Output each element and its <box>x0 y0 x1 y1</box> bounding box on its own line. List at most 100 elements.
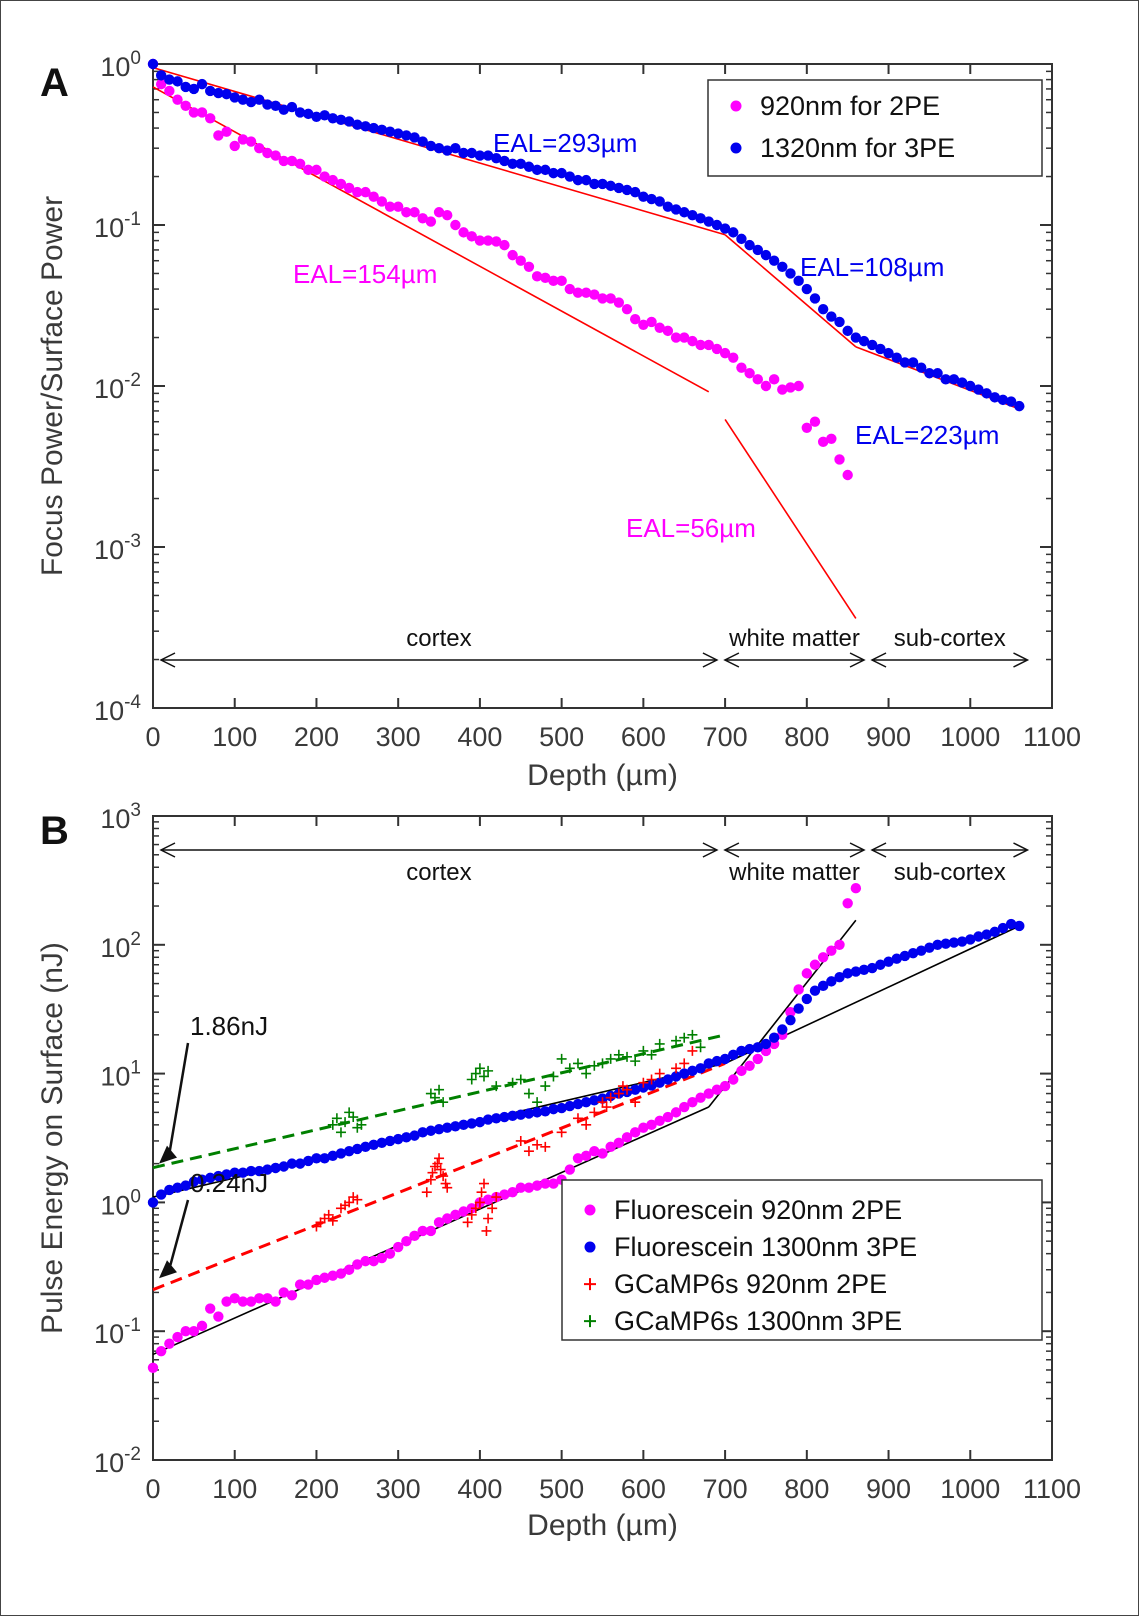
data-point <box>481 1225 492 1236</box>
data-point <box>605 1141 616 1153</box>
data-point <box>478 1178 489 1189</box>
data-point <box>254 94 265 105</box>
data-point <box>213 1311 224 1322</box>
data-point <box>335 1127 346 1138</box>
data-point <box>564 1164 576 1175</box>
data-point <box>507 249 518 261</box>
data-point <box>278 1287 289 1298</box>
data-point <box>662 1111 674 1123</box>
legend-box <box>561 1179 1043 1341</box>
data-point <box>540 1081 551 1092</box>
data-point <box>654 1068 665 1079</box>
region-arrowhead <box>870 842 887 858</box>
data-point <box>425 1174 436 1185</box>
x-tick-label: 700 <box>703 722 748 752</box>
data-point <box>956 377 968 388</box>
data-point <box>548 167 559 179</box>
data-point <box>556 167 567 179</box>
data-point <box>711 219 723 231</box>
data-point <box>687 210 698 221</box>
legend-marker <box>584 1204 596 1216</box>
data-point <box>319 1153 330 1164</box>
data-point <box>801 968 813 979</box>
data-point <box>670 1071 682 1082</box>
fit-line <box>152 1033 726 1170</box>
data-point <box>482 1194 494 1205</box>
legend-entry: 920nm for 2PE <box>760 91 940 121</box>
data-point <box>817 980 829 992</box>
region-label: sub-cortex <box>894 859 1006 886</box>
data-point <box>768 1032 780 1043</box>
data-point <box>826 945 837 956</box>
data-point <box>311 164 322 176</box>
region-label: white matter <box>728 859 860 886</box>
data-point <box>425 1125 437 1136</box>
data-point <box>499 1189 510 1200</box>
data-point <box>466 1118 477 1129</box>
data-point <box>188 83 200 95</box>
panel-label: A <box>40 61 69 105</box>
data-point <box>507 1077 518 1088</box>
data-point <box>450 219 461 231</box>
data-point <box>670 1107 682 1118</box>
data-point <box>932 368 943 379</box>
annotation-arrowhead <box>159 1145 177 1164</box>
data-point <box>294 1158 306 1169</box>
data-point <box>597 178 608 190</box>
data-point <box>572 1153 584 1164</box>
data-point <box>229 140 240 152</box>
data-point <box>842 325 853 337</box>
data-point <box>474 1063 485 1074</box>
data-point <box>540 164 551 176</box>
x-tick-label: 600 <box>621 1474 666 1504</box>
data-point <box>442 1122 453 1133</box>
data-point <box>462 1217 473 1228</box>
data-point <box>580 174 592 186</box>
data-point <box>221 126 232 137</box>
y-tick-label: 10-1 <box>94 209 141 243</box>
y-tick-label: 101 <box>100 1058 141 1092</box>
data-point <box>981 388 992 399</box>
data-point <box>164 1338 175 1349</box>
data-point <box>1005 918 1017 930</box>
data-point <box>605 180 616 192</box>
data-point <box>679 332 690 343</box>
data-point <box>392 1133 404 1145</box>
data-point <box>556 1127 567 1138</box>
data-point <box>327 1270 338 1281</box>
data-point <box>793 1003 804 1014</box>
data-point <box>687 1096 698 1108</box>
data-point <box>679 1032 690 1043</box>
data-point <box>638 1077 649 1088</box>
data-point <box>340 1117 351 1128</box>
data-point <box>654 1038 665 1049</box>
data-point <box>597 1148 608 1159</box>
x-tick-label: 0 <box>145 1474 160 1504</box>
region-label: cortex <box>406 625 471 652</box>
data-point <box>875 343 886 355</box>
data-point <box>572 174 584 186</box>
data-point <box>270 1296 281 1307</box>
data-point <box>401 1235 412 1247</box>
data-point <box>564 1100 576 1112</box>
data-point <box>237 134 249 145</box>
data-point <box>760 1038 772 1050</box>
data-point <box>997 922 1009 934</box>
data-point <box>221 1169 232 1180</box>
data-point <box>368 191 379 202</box>
data-point <box>335 114 347 126</box>
data-point <box>482 235 494 246</box>
data-point <box>360 186 371 198</box>
data-point <box>613 1137 625 1149</box>
data-point <box>155 70 167 81</box>
region-label: cortex <box>406 859 471 886</box>
data-point <box>352 1194 363 1205</box>
data-point <box>523 1182 535 1193</box>
data-point <box>695 1092 706 1103</box>
data-point <box>719 1053 731 1065</box>
data-point <box>401 207 412 218</box>
data-point <box>523 1146 534 1157</box>
data-point <box>630 1097 641 1108</box>
x-tick-label: 300 <box>376 1474 421 1504</box>
